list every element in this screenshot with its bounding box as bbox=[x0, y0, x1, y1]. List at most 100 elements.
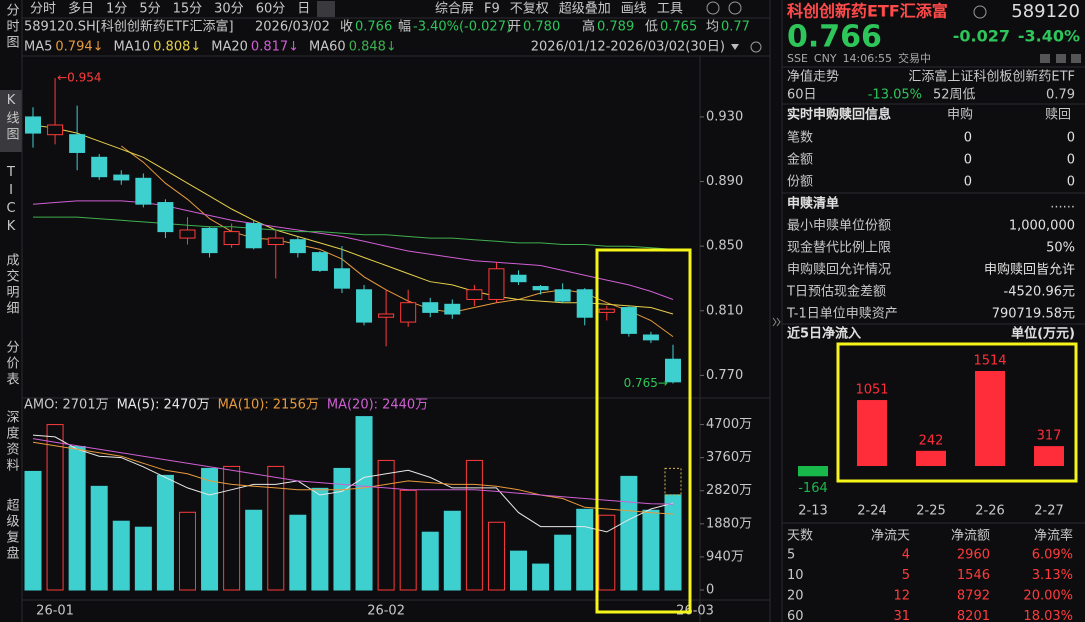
collapse-icon[interactable] bbox=[772, 317, 777, 327]
volume-bar bbox=[532, 563, 550, 591]
inflow-label: 1514 bbox=[973, 354, 1006, 369]
tab[interactable]: 60分 bbox=[256, 2, 286, 17]
volume-bar bbox=[642, 509, 660, 591]
tab[interactable]: 15分 bbox=[173, 2, 203, 17]
volume-bar bbox=[421, 531, 439, 591]
side-tab[interactable]: 成交明细 bbox=[4, 253, 20, 317]
legend-name: AMO: bbox=[24, 398, 59, 413]
side-tab[interactable]: 分时图 bbox=[4, 3, 20, 51]
volume-bar bbox=[355, 416, 373, 591]
tab[interactable]: 日 bbox=[297, 2, 310, 17]
tab-selected bbox=[317, 1, 335, 17]
legend-value: 0.817↓ bbox=[251, 40, 299, 55]
tool-button[interactable]: 不复权 bbox=[510, 1, 549, 17]
date: 2026/03/02 bbox=[255, 20, 330, 35]
side-tab[interactable]: 分价表 bbox=[4, 340, 20, 388]
price-annotation: 0.765→ bbox=[624, 376, 668, 390]
tool-button[interactable]: F9 bbox=[484, 2, 500, 17]
row-label: 申购赎回允许情况 bbox=[787, 262, 891, 278]
icon[interactable] bbox=[706, 1, 720, 15]
volume-bar bbox=[201, 467, 219, 591]
legend-name: MA20 bbox=[211, 40, 248, 55]
volume-bar bbox=[510, 550, 528, 591]
cell: 申购赎回皆允许 bbox=[984, 262, 1075, 278]
volume-bar bbox=[333, 467, 351, 591]
x-tick-label: 2-27 bbox=[1034, 504, 1064, 519]
side-tab[interactable]: 超级复盘 bbox=[4, 498, 20, 562]
candle-body bbox=[311, 252, 328, 271]
more[interactable]: ...... bbox=[1050, 197, 1075, 212]
nav-return: -13.05% bbox=[868, 88, 922, 103]
cell: 0 bbox=[964, 175, 972, 190]
quote-label: 开 bbox=[508, 20, 521, 35]
icon[interactable] bbox=[1071, 54, 1081, 63]
x-tick-label: 2-24 bbox=[857, 504, 887, 519]
side-tab[interactable]: 深度资料 bbox=[4, 410, 20, 474]
cell: 3.13% bbox=[1032, 568, 1073, 583]
inflow-bar bbox=[916, 450, 946, 466]
row-label: 最小申赎单位份额 bbox=[787, 219, 891, 234]
icon[interactable] bbox=[728, 1, 742, 15]
tool-button[interactable]: 工具 bbox=[657, 2, 683, 17]
cell: 60 bbox=[787, 609, 804, 622]
y-tick-label: 0.850 bbox=[706, 239, 743, 254]
legend-value: 2440万 bbox=[382, 398, 428, 413]
volume-bar bbox=[311, 487, 329, 591]
candle-body bbox=[620, 307, 637, 334]
collapse-icon[interactable] bbox=[776, 317, 781, 327]
section-title: 近5日净流入 bbox=[787, 326, 861, 342]
y-tick-label: 0.930 bbox=[706, 109, 743, 124]
x-tick-label: 26-02 bbox=[367, 604, 405, 619]
cell: 20.00% bbox=[1023, 589, 1073, 604]
column-header: 赎回 bbox=[1045, 108, 1071, 123]
cell: 0 bbox=[1067, 175, 1075, 190]
volume-bar bbox=[289, 514, 307, 591]
candle-body bbox=[47, 124, 64, 136]
candle-body bbox=[25, 116, 41, 134]
info-icon[interactable] bbox=[973, 5, 987, 19]
column-header: 净流天 bbox=[871, 529, 910, 544]
volume-bar bbox=[465, 459, 483, 591]
tab[interactable]: 1分 bbox=[106, 2, 127, 17]
tool-button[interactable]: 超级叠加 bbox=[559, 2, 611, 17]
volume-bar bbox=[443, 510, 461, 591]
row-label: T-1日单位申赎资产 bbox=[786, 307, 898, 322]
volume-bar bbox=[664, 494, 682, 591]
tab[interactable]: 5分 bbox=[139, 2, 160, 17]
volume-bar bbox=[554, 534, 572, 591]
cell: 0 bbox=[964, 131, 972, 146]
side-tab[interactable]: TICK bbox=[4, 165, 19, 237]
y-tick-label: 0.810 bbox=[706, 303, 743, 318]
icon[interactable] bbox=[1056, 54, 1066, 63]
row-label: T日预估现金差额 bbox=[786, 284, 886, 300]
volume-bar bbox=[178, 511, 196, 591]
tab[interactable]: 30分 bbox=[214, 2, 244, 17]
nav-fund: 汇添富上证科创板创新药ETF bbox=[908, 69, 1075, 85]
candle-body bbox=[598, 308, 615, 313]
price-annotation: ←0.954 bbox=[57, 71, 101, 85]
icon[interactable] bbox=[750, 41, 762, 53]
side-tab[interactable]: K线图 bbox=[4, 93, 20, 143]
cell: 2960 bbox=[957, 548, 990, 563]
volume-bar bbox=[134, 526, 152, 591]
candle-body bbox=[466, 289, 483, 300]
tab[interactable]: 分时 bbox=[30, 2, 56, 17]
column-header: 天数 bbox=[787, 529, 813, 544]
candle-body bbox=[157, 202, 174, 233]
candle-body bbox=[113, 174, 130, 181]
quote-label: 均 bbox=[706, 20, 719, 35]
candle-body bbox=[400, 302, 417, 323]
legend-name: MA60 bbox=[309, 40, 346, 55]
tab[interactable]: 多日 bbox=[68, 1, 94, 17]
dropdown-icon[interactable] bbox=[731, 44, 739, 50]
row-label: 金额 bbox=[787, 152, 813, 168]
quote-value: 0.766 bbox=[355, 20, 392, 35]
x-tick-label: 2-13 bbox=[798, 504, 828, 519]
tool-button[interactable]: 综合屏 bbox=[435, 2, 474, 17]
icon[interactable] bbox=[1040, 54, 1050, 63]
cell: 1546 bbox=[957, 568, 990, 583]
inflow-bar bbox=[857, 400, 887, 466]
volume-bar bbox=[24, 470, 42, 591]
tool-button[interactable]: 画线 bbox=[621, 2, 647, 17]
column-header: 申购 bbox=[947, 107, 973, 123]
